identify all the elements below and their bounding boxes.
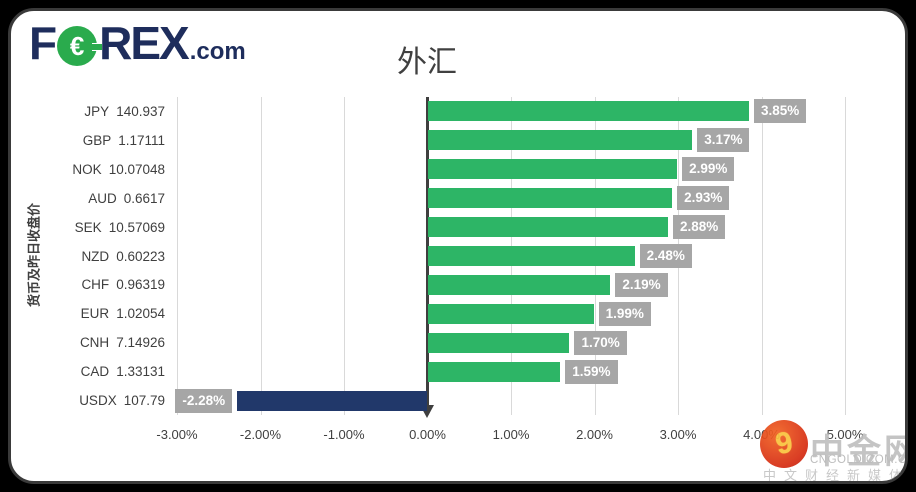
bar-value-label: 2.99% [682, 157, 735, 182]
x-tick-label: 3.00% [659, 427, 697, 442]
euro-icon: € [69, 30, 85, 61]
bar-negative [237, 390, 428, 411]
closing-price: 0.6617 [123, 190, 165, 206]
cngold-logo-icon: 9 [760, 420, 808, 468]
bar-positive [427, 274, 611, 295]
cngold-tagline: 中文财经新媒体 [763, 468, 905, 481]
closing-price: 0.60223 [116, 248, 165, 264]
closing-price: 10.07048 [108, 161, 165, 177]
gridline [260, 97, 262, 415]
category-label: AUD 0.6617 [11, 189, 165, 207]
currency-code: GBP [82, 132, 112, 148]
bar-value-label: 3.17% [697, 128, 750, 153]
currency-code: NZD [81, 248, 110, 264]
bar-positive [427, 217, 668, 238]
bar-positive [427, 246, 635, 266]
closing-price: 140.937 [116, 103, 165, 119]
bar-value-label: 1.99% [598, 301, 651, 326]
category-label: CHF 0.96319 [11, 276, 165, 294]
closing-price: 10.57069 [108, 219, 165, 235]
x-tick-label: -2.00% [239, 427, 282, 442]
euro-dash-icon [92, 43, 103, 51]
bar-value-label: 1.59% [565, 359, 618, 384]
closing-price: 107.79 [123, 393, 165, 409]
bar-value-label: 2.19% [615, 272, 668, 297]
currency-code: EUR [80, 306, 110, 322]
gridline [845, 97, 846, 415]
category-label: USDX 107.79 [11, 392, 165, 410]
closing-price: 1.17111 [118, 132, 165, 148]
bar-positive [427, 159, 678, 180]
closing-price: 1.33131 [116, 364, 165, 380]
gridline [761, 97, 763, 415]
x-tick-label: 5.00% [826, 427, 864, 442]
currency-code: NOK [72, 161, 102, 177]
forex-logo: F € REX .com [29, 17, 246, 69]
x-tick-label: -3.00% [156, 427, 198, 442]
bar-positive [427, 361, 561, 382]
bar-positive [427, 303, 594, 324]
bar-value-label: 2.88% [672, 215, 726, 240]
cngold-swirl-icon: 9 [772, 425, 796, 462]
x-tick-label: -1.00% [323, 427, 365, 442]
category-label: CAD 1.33131 [11, 363, 165, 381]
bar-value-label: 2.93% [677, 186, 730, 211]
x-tick-label: 1.00% [492, 427, 530, 442]
category-label: SEK 10.57069 [11, 218, 165, 236]
x-tick-label: 0.00% [409, 427, 446, 442]
currency-code: AUD [88, 190, 117, 206]
currency-code: SEK [74, 219, 102, 235]
chart-card: F € REX .com 外汇 货币及昨日收盘价 -3.00% -2.00% -1.… [8, 8, 908, 484]
chart-title: 外汇 [397, 46, 457, 79]
x-tick-label: 2.00% [576, 427, 613, 442]
category-label: EUR 1.02054 [11, 305, 165, 323]
category-label: NOK 10.07048 [11, 160, 165, 178]
currency-code: CNH [79, 335, 110, 351]
category-label: CNH 7.14926 [11, 334, 165, 352]
bar-positive [427, 188, 673, 209]
category-label: GBP 1.17111 [11, 131, 165, 149]
closing-price: 0.96319 [116, 277, 165, 293]
bar-value-label: 1.70% [574, 330, 627, 355]
gridline [177, 97, 178, 415]
forex-logo-f: F [29, 17, 57, 69]
category-label: JPY 140.937 [11, 102, 165, 120]
bar-positive [427, 101, 749, 122]
currency-code: CAD [80, 364, 110, 380]
cngold-domain: CNGOLD.COM.CN [810, 454, 905, 466]
chart-stage: F € REX .com 外汇 货币及昨日收盘价 -3.00% -2.00% -1.… [11, 11, 906, 481]
closing-price: 7.14926 [116, 335, 165, 351]
currency-code: CHF [81, 277, 110, 293]
forex-logo-o-icon: € [57, 26, 103, 66]
bar-positive [427, 130, 693, 151]
bar-positive [427, 332, 570, 353]
bar-value-label: -2.28% [175, 388, 233, 413]
forex-logo-tld: .com [189, 38, 246, 65]
closing-price: 1.02054 [116, 306, 165, 322]
bar-value-label: 3.85% [753, 99, 807, 124]
cngold-name: 中金网 [810, 433, 905, 471]
bar-value-label: 2.48% [639, 244, 692, 268]
currency-code: USDX [79, 393, 117, 409]
gridline [344, 97, 345, 415]
category-label: NZD 0.60223 [11, 247, 165, 265]
forex-logo-rex: REX [99, 17, 190, 69]
currency-code: JPY [84, 103, 110, 119]
